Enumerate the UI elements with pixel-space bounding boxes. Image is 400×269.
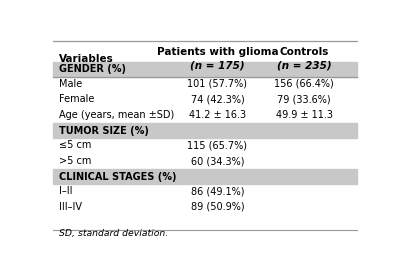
Text: 101 (57.7%): 101 (57.7%) [187, 79, 247, 89]
Text: (n = 235): (n = 235) [277, 60, 332, 70]
Text: III–IV: III–IV [59, 202, 82, 212]
Bar [53, 62, 357, 77]
Text: Patients with glioma: Patients with glioma [156, 47, 278, 57]
Text: ≤5 cm: ≤5 cm [59, 140, 92, 150]
Text: 89 (50.9%): 89 (50.9%) [190, 202, 244, 212]
Bar [53, 169, 357, 184]
Text: 41.2 ± 16.3: 41.2 ± 16.3 [189, 110, 246, 120]
Text: 156 (66.4%): 156 (66.4%) [274, 79, 334, 89]
Text: Female: Female [59, 94, 95, 104]
Bar [53, 123, 357, 138]
Text: CLINICAL STAGES (%): CLINICAL STAGES (%) [59, 172, 177, 182]
Text: GENDER (%): GENDER (%) [59, 64, 126, 74]
Text: Male: Male [59, 79, 82, 89]
Text: Age (years, mean ±SD): Age (years, mean ±SD) [59, 110, 174, 120]
Text: TUMOR SIZE (%): TUMOR SIZE (%) [59, 126, 149, 136]
Text: Controls: Controls [280, 47, 329, 57]
Text: >5 cm: >5 cm [59, 156, 92, 166]
Text: 60 (34.3%): 60 (34.3%) [191, 156, 244, 166]
Text: 74 (42.3%): 74 (42.3%) [190, 94, 244, 104]
Text: 115 (65.7%): 115 (65.7%) [187, 140, 247, 150]
Text: I–II: I–II [59, 186, 73, 196]
Text: 49.9 ± 11.3: 49.9 ± 11.3 [276, 110, 333, 120]
Text: (n = 175): (n = 175) [190, 60, 245, 70]
Text: SD, standard deviation.: SD, standard deviation. [59, 229, 168, 238]
Text: Variables: Variables [59, 54, 114, 64]
Text: 86 (49.1%): 86 (49.1%) [191, 186, 244, 196]
Text: 79 (33.6%): 79 (33.6%) [277, 94, 331, 104]
